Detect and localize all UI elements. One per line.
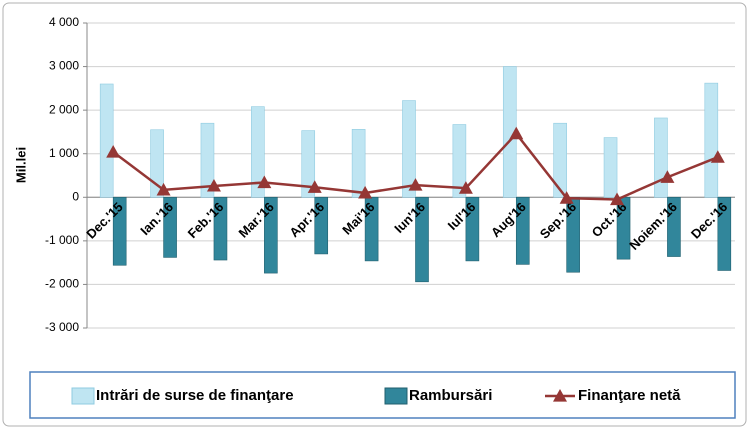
y-tick-label: 3 000 [49, 59, 79, 73]
bar [364, 196, 379, 262]
marker [408, 178, 423, 191]
marker [660, 170, 675, 183]
bar [314, 196, 329, 255]
y-tick-label: -1 000 [45, 233, 79, 247]
y-tick-label: 4 000 [49, 15, 79, 29]
bar [112, 196, 127, 266]
bar [465, 196, 480, 262]
marker [307, 180, 322, 193]
bar [415, 196, 429, 283]
bar [150, 129, 164, 198]
bar [603, 137, 618, 198]
legend-label: Finanţare netă [578, 387, 681, 404]
marker [257, 175, 272, 189]
y-axis-label: Mil.lei [13, 147, 28, 183]
bar [213, 196, 228, 261]
bar [351, 129, 366, 198]
marker [458, 181, 473, 194]
bar [704, 82, 719, 198]
marker [358, 185, 373, 199]
bar [163, 196, 177, 258]
legend-swatch [384, 387, 408, 405]
bar [301, 130, 316, 198]
bar [515, 196, 530, 265]
bar [717, 196, 732, 271]
legend-swatch [71, 387, 95, 405]
y-tick-label: 2 000 [49, 102, 79, 116]
marker [610, 192, 625, 206]
marker [106, 144, 121, 158]
bar [402, 100, 416, 198]
bar [264, 196, 278, 274]
legend-label: Intrări de surse de finanţare [96, 387, 294, 404]
y-tick-label: -3 000 [45, 320, 79, 334]
bar [667, 196, 681, 257]
marker [559, 191, 574, 204]
y-tick-label: -2 000 [45, 277, 79, 291]
bar [251, 106, 265, 198]
marker [206, 178, 221, 192]
y-tick-label: 1 000 [49, 146, 79, 160]
marker [156, 182, 171, 196]
bar [452, 124, 467, 198]
bar [654, 117, 668, 198]
bar [200, 122, 215, 198]
bar [553, 122, 567, 198]
legend-label: Rambursări [409, 387, 492, 404]
legend-marker [553, 389, 567, 402]
marker [710, 150, 725, 163]
y-tick-label: 0 [72, 189, 79, 203]
legend-box [29, 371, 736, 419]
marker [509, 126, 524, 140]
bar [99, 83, 114, 198]
